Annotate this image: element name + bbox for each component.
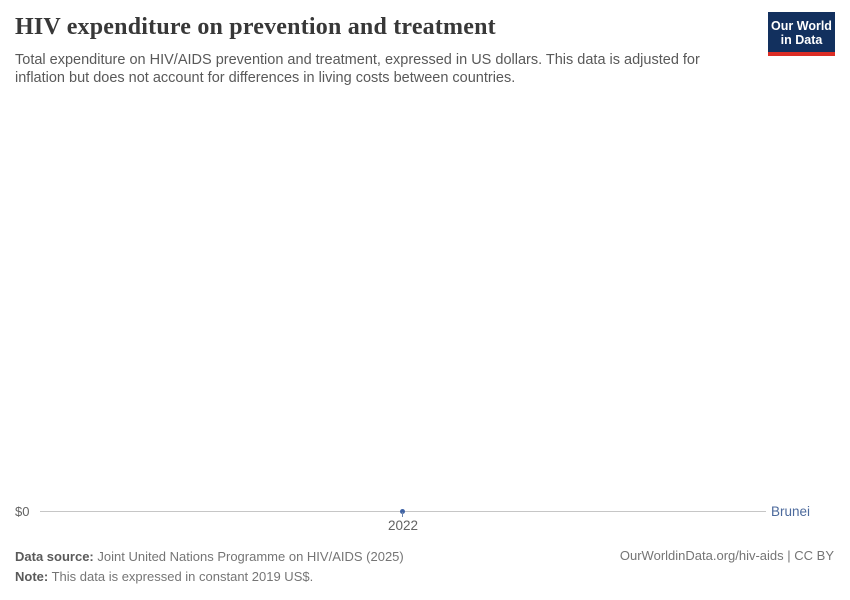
- data-point-brunei-2022[interactable]: [400, 509, 405, 514]
- data-source-text: Joint United Nations Programme on HIV/AI…: [97, 549, 404, 564]
- owid-logo: Our World in Data: [768, 12, 835, 56]
- owid-logo-line2: in Data: [780, 33, 823, 47]
- data-source-line: Data source: Joint United Nations Progra…: [15, 547, 404, 567]
- note-line: Note: This data is expressed in constant…: [15, 567, 404, 587]
- chart-subtitle: Total expenditure on HIV/AIDS prevention…: [15, 52, 700, 86]
- data-source-label: Data source:: [15, 549, 94, 564]
- note-label: Note:: [15, 569, 49, 584]
- note-text: This data is expressed in constant 2019 …: [51, 569, 314, 584]
- y-axis-tick-label: $0: [15, 504, 30, 519]
- x-axis-tick-label: 2022: [387, 518, 419, 533]
- owid-logo-line1: Our World: [771, 19, 832, 33]
- plot-area: [0, 100, 850, 540]
- owid-license-link[interactable]: OurWorldinData.org/hiv-aids | CC BY: [619, 548, 834, 563]
- chart-title: HIV expenditure on prevention and treatm…: [15, 14, 496, 40]
- series-label-brunei[interactable]: Brunei: [771, 504, 811, 519]
- footer-notes: Data source: Joint United Nations Progra…: [15, 547, 404, 587]
- x-axis-tick-mark: [402, 512, 403, 517]
